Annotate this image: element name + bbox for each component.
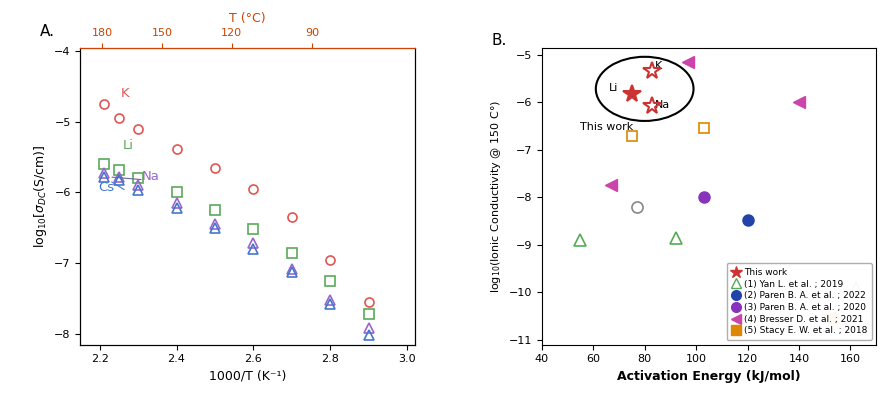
- Y-axis label: log$_{10}$[$\sigma_{DC}$(S/cm)]: log$_{10}$[$\sigma_{DC}$(S/cm)]: [31, 144, 48, 248]
- Text: Na: Na: [655, 100, 670, 110]
- Text: B.: B.: [492, 32, 507, 48]
- Y-axis label: log$_{10}$(Ionic Conductivity @ 150 C°): log$_{10}$(Ionic Conductivity @ 150 C°): [489, 99, 503, 293]
- Text: Cs: Cs: [97, 181, 114, 194]
- X-axis label: Activation Energy (kJ/mol): Activation Energy (kJ/mol): [617, 370, 801, 383]
- Text: Li: Li: [122, 139, 134, 152]
- Text: A.: A.: [40, 24, 55, 39]
- X-axis label: T (°C): T (°C): [229, 12, 266, 25]
- X-axis label: 1000/T (K⁻¹): 1000/T (K⁻¹): [209, 370, 286, 383]
- Text: Li: Li: [609, 83, 618, 93]
- Legend: This work, (1) Yan L. et al. ; 2019, (2) Paren B. A. et al. ; 2022, (3) Paren B.: This work, (1) Yan L. et al. ; 2019, (2)…: [727, 263, 872, 340]
- Text: K: K: [655, 61, 662, 71]
- Text: Na: Na: [142, 170, 160, 183]
- Text: K: K: [121, 87, 130, 100]
- Text: This work: This work: [580, 122, 634, 132]
